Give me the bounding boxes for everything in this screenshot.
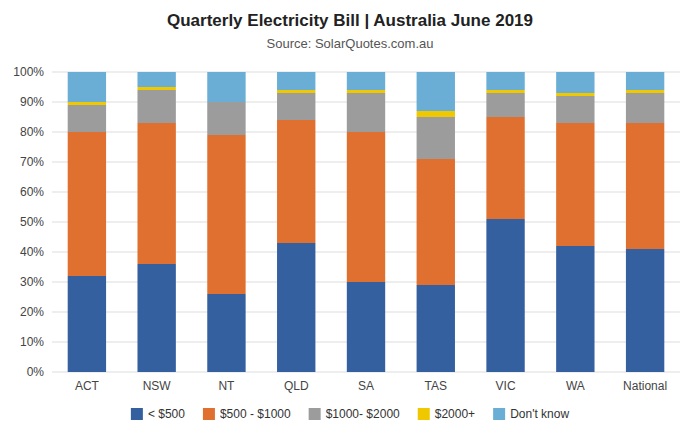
legend-label: $1000- $2000 — [326, 407, 400, 421]
bar-segment — [68, 72, 106, 102]
bar-segment — [556, 246, 594, 372]
bar-segment — [207, 72, 245, 102]
x-axis: ACT NSW NT QLD SA TAS VIC WA National — [75, 379, 667, 393]
legend-swatch — [203, 408, 215, 420]
bar-segment — [486, 90, 524, 93]
bar-segment — [556, 123, 594, 246]
bar-segment — [347, 282, 385, 372]
y-tick-label: 70% — [20, 155, 44, 169]
bar-segment — [207, 102, 245, 135]
bar-segment — [626, 123, 664, 249]
y-tick-label: 60% — [20, 185, 44, 199]
legend-swatch — [418, 408, 430, 420]
y-tick-label: 0% — [27, 365, 45, 379]
y-tick-label: 20% — [20, 305, 44, 319]
bar-segment — [347, 72, 385, 90]
legend-swatch — [131, 408, 143, 420]
y-tick-label: 90% — [20, 95, 44, 109]
bar-segment — [417, 159, 455, 285]
legend-item: < $500 — [131, 407, 185, 421]
legend-item: $2000+ — [418, 407, 475, 421]
bar-segment — [68, 105, 106, 132]
y-tick-label: 40% — [20, 245, 44, 259]
bar-segment — [417, 117, 455, 159]
bar-segment — [137, 264, 175, 372]
bar-segment — [207, 294, 245, 372]
legend-item: $1000- $2000 — [309, 407, 400, 421]
x-tick-label: TAS — [425, 379, 447, 393]
legend-label: $2000+ — [435, 407, 475, 421]
y-tick-label: 50% — [20, 215, 44, 229]
subtitle: Source: SolarQuotes.com.au — [267, 36, 434, 51]
x-tick-label: SA — [358, 379, 374, 393]
bar-segment — [207, 135, 245, 294]
legend-swatch — [309, 408, 321, 420]
bar-segment — [277, 93, 315, 120]
legend-label: Don't know — [510, 407, 569, 421]
bar-segment — [277, 120, 315, 243]
bar-segment — [347, 132, 385, 282]
bar-segment — [277, 90, 315, 93]
bar-segment — [137, 72, 175, 87]
bar-segment — [277, 72, 315, 90]
bar-segment — [68, 132, 106, 276]
bar-segment — [137, 90, 175, 123]
bar-segment — [417, 111, 455, 117]
legend-label: $500 - $1000 — [220, 407, 291, 421]
y-axis: 0% 10% 20% 30% 40% 50% 60% 70% 80% 90% 100% — [13, 65, 680, 379]
y-tick-label: 10% — [20, 335, 44, 349]
y-tick-label: 30% — [20, 275, 44, 289]
bar-segment — [486, 93, 524, 117]
x-tick-label: NT — [218, 379, 235, 393]
x-tick-label: QLD — [284, 379, 309, 393]
bar-segment — [347, 90, 385, 93]
legend-label: < $500 — [148, 407, 185, 421]
bar-segment — [626, 249, 664, 372]
x-tick-label: NSW — [143, 379, 172, 393]
x-tick-label: ACT — [75, 379, 100, 393]
bar-segment — [68, 276, 106, 372]
bar-segment — [417, 285, 455, 372]
chart: Quarterly Electricity Bill | Australia J… — [0, 0, 700, 438]
bar-segment — [486, 117, 524, 219]
title: Quarterly Electricity Bill | Australia J… — [167, 11, 533, 30]
bar-segment — [626, 72, 664, 90]
y-tick-label: 80% — [20, 125, 44, 139]
bar-segment — [556, 72, 594, 93]
bar-segment — [556, 93, 594, 96]
bar-segment — [626, 93, 664, 123]
bar-segment — [347, 93, 385, 132]
bar-segment — [626, 90, 664, 93]
bars — [68, 72, 665, 372]
bar-segment — [137, 87, 175, 90]
bar-segment — [68, 102, 106, 105]
bar-segment — [486, 219, 524, 372]
y-tick-label: 100% — [13, 65, 44, 79]
legend-swatch — [493, 408, 505, 420]
bar-segment — [137, 123, 175, 264]
legend-item: Don't know — [493, 407, 569, 421]
bar-segment — [556, 96, 594, 123]
legend: < $500 $500 - $1000 $1000- $2000 $2000+ Don'… — [131, 407, 570, 421]
x-tick-label: VIC — [496, 379, 516, 393]
x-tick-label: WA — [566, 379, 585, 393]
bar-segment — [486, 72, 524, 90]
legend-item: $500 - $1000 — [203, 407, 291, 421]
bar-segment — [277, 243, 315, 372]
bar-segment — [417, 72, 455, 111]
x-tick-label: National — [623, 379, 667, 393]
